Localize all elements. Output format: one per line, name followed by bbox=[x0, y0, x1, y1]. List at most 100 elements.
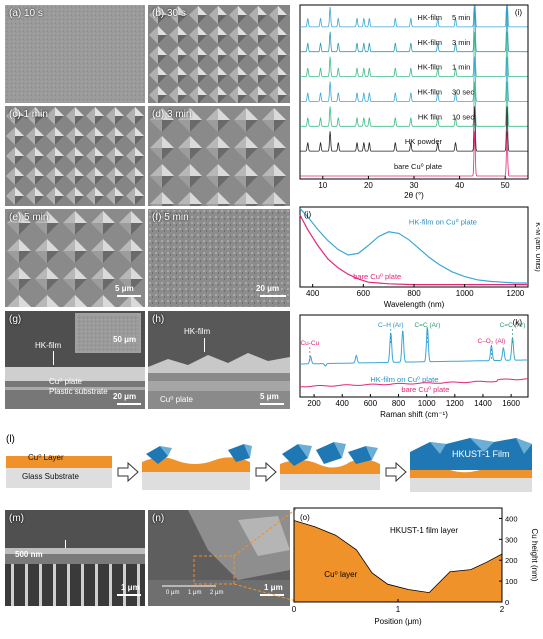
series-label: HK-film bbox=[417, 13, 442, 22]
cu-layer-label: Cu⁰ Layer bbox=[28, 453, 64, 462]
thickness-label: 500 nm bbox=[15, 550, 43, 559]
hk-film-label: HK-film bbox=[35, 341, 62, 350]
ruler-label-2: 2 μm bbox=[210, 590, 224, 596]
y-tick-label: 200 bbox=[505, 556, 518, 565]
y-tick-label: 100 bbox=[505, 577, 518, 586]
series-line-1 bbox=[300, 6, 528, 53]
x-tick-label: 40 bbox=[455, 181, 464, 190]
series-line-5 bbox=[300, 106, 528, 152]
area-fill bbox=[293, 519, 503, 603]
scale-label: 20 μm bbox=[113, 392, 137, 401]
series-label: HK-film on Cu⁰ plate bbox=[409, 218, 477, 227]
panel-e-label: (e) 5 min bbox=[9, 212, 49, 223]
series-line-3 bbox=[300, 56, 528, 102]
x-tick-label: 800 bbox=[392, 399, 406, 408]
sem-panel-b: (b) 30 s bbox=[148, 5, 290, 103]
plot-frame bbox=[299, 4, 529, 180]
panel-l-label: (l) bbox=[6, 434, 15, 445]
x-axis-label: Raman shift (cm⁻¹) bbox=[380, 410, 448, 419]
series-label: HK-film bbox=[417, 38, 442, 47]
sem-panel-n: (n) 0 μm 1 μm 2 μm 1 μm bbox=[148, 510, 290, 606]
arrow-icon bbox=[385, 461, 407, 483]
panel-f-label: (f) 5 min bbox=[152, 212, 189, 223]
y-tick-label: 0 bbox=[505, 598, 509, 607]
scale-bar bbox=[260, 403, 284, 405]
panel-b-label: (b) 30 s bbox=[152, 8, 186, 19]
zoom-connector bbox=[233, 508, 297, 602]
series-line-4 bbox=[300, 81, 528, 127]
chart-o: (o) HKUST-1 film layer Cu⁰ layer 0 1 2 0 100 200… bbox=[292, 504, 540, 634]
x-axis-label: Position (μm) bbox=[374, 617, 422, 626]
series-line-0 bbox=[300, 327, 528, 367]
scale-bar bbox=[117, 295, 141, 297]
scale-label: 1 μm bbox=[264, 583, 283, 592]
series-label: bare Cu⁰ plate bbox=[394, 162, 442, 171]
panel-label: (i) bbox=[515, 8, 522, 17]
series-label-time: 5 min bbox=[452, 13, 470, 22]
sem-panel-e: (e) 5 min 5 μm bbox=[5, 209, 145, 307]
film-region-label: HKUST-1 film layer bbox=[390, 526, 458, 535]
x-axis-label: Wavelength (nm) bbox=[384, 300, 445, 309]
series-line-1 bbox=[299, 214, 528, 286]
peak-annotation: C–O₂ (Al) bbox=[478, 338, 506, 345]
x-tick-label: 20 bbox=[364, 181, 373, 190]
series-label: HK-film bbox=[417, 63, 442, 72]
scale-label: 5 μm bbox=[260, 392, 279, 401]
x-tick-label: 1000 bbox=[418, 399, 436, 408]
x-tick-label: 1200 bbox=[446, 399, 464, 408]
hkust-film-label: HKUST-1 Film bbox=[452, 449, 510, 459]
series-label-time: 10 sec bbox=[452, 112, 474, 121]
arrow bbox=[65, 540, 66, 548]
x-tick-label: 1000 bbox=[456, 289, 474, 298]
scale-bar bbox=[260, 295, 286, 297]
cu-region-label: Cu⁰ layer bbox=[324, 570, 357, 579]
y-tick-label: 300 bbox=[505, 535, 518, 544]
panel-a-label: (a) 10 s bbox=[9, 8, 43, 19]
x-tick-label: 30 bbox=[410, 181, 419, 190]
series-label: HK-film on Cu⁰ plate bbox=[370, 375, 438, 384]
sem-panel-f: (f) 5 min 20 μm bbox=[148, 209, 290, 307]
x-tick-label: 0 bbox=[292, 605, 297, 614]
scale-label: 1 μm bbox=[121, 583, 140, 592]
ruler-label-1: 1 μm bbox=[188, 590, 202, 596]
sem-panel-h: (h) HK-film Cu⁰ plate 5 μm bbox=[148, 311, 290, 409]
x-tick-label: 200 bbox=[307, 399, 321, 408]
x-tick-label: 600 bbox=[364, 399, 378, 408]
arrow-icon bbox=[117, 461, 139, 483]
series-label: HK powder bbox=[405, 137, 443, 146]
series-line-0 bbox=[299, 208, 528, 284]
panel-label: (j) bbox=[304, 210, 311, 219]
sem-panel-m: (m) 500 nm 1 μm bbox=[5, 510, 145, 606]
panel-c-label: (c) 1 min bbox=[9, 109, 48, 120]
scale-label: 5 μm bbox=[115, 284, 134, 293]
series-label: bare Cu⁰ plate bbox=[353, 272, 401, 281]
x-axis-label: 2θ (°) bbox=[404, 191, 424, 200]
schematic-l: (l) Cu bbox=[0, 424, 543, 504]
x-tick-label: 50 bbox=[501, 181, 510, 190]
series-line-0 bbox=[300, 5, 528, 28]
panel-label: (o) bbox=[300, 513, 310, 522]
glass-substrate-label: Glass Substrate bbox=[22, 472, 79, 481]
sem-panel-g: (g) HK-film 50 μm Cu⁰ plate Plastic subs… bbox=[5, 311, 145, 409]
sem-panel-a: (a) 10 s bbox=[5, 5, 145, 103]
y-axis-label: Cu height (nm) bbox=[530, 529, 539, 582]
x-tick-label: 1 bbox=[396, 605, 401, 614]
panel-n-label: (n) bbox=[152, 513, 165, 524]
arrow bbox=[53, 351, 54, 365]
series-label: HK film bbox=[418, 112, 442, 121]
series-line-1 bbox=[299, 378, 529, 388]
peak-annotation: C=C (Ar) bbox=[500, 322, 526, 329]
scale-bar bbox=[117, 594, 141, 596]
x-tick-label: 10 bbox=[318, 181, 327, 190]
inset-scale-label: 50 μm bbox=[113, 335, 137, 344]
x-tick-label: 400 bbox=[306, 289, 320, 298]
y-tick-label: 400 bbox=[505, 514, 518, 523]
chart-i: HK-film 5 min HK-film 3 min HK-film 1 min HK-f… bbox=[292, 3, 540, 203]
hk-film-label: HK-film bbox=[184, 327, 211, 336]
peak-annotation: Cu-Cu bbox=[300, 340, 319, 347]
sem-panel-d: (d) 3 min bbox=[148, 106, 290, 206]
series-label-time: 1 min bbox=[452, 63, 470, 72]
scale-bar bbox=[117, 403, 141, 405]
panel-m-label: (m) bbox=[9, 513, 24, 524]
peak-annotation: C–H (Ar) bbox=[378, 322, 404, 329]
